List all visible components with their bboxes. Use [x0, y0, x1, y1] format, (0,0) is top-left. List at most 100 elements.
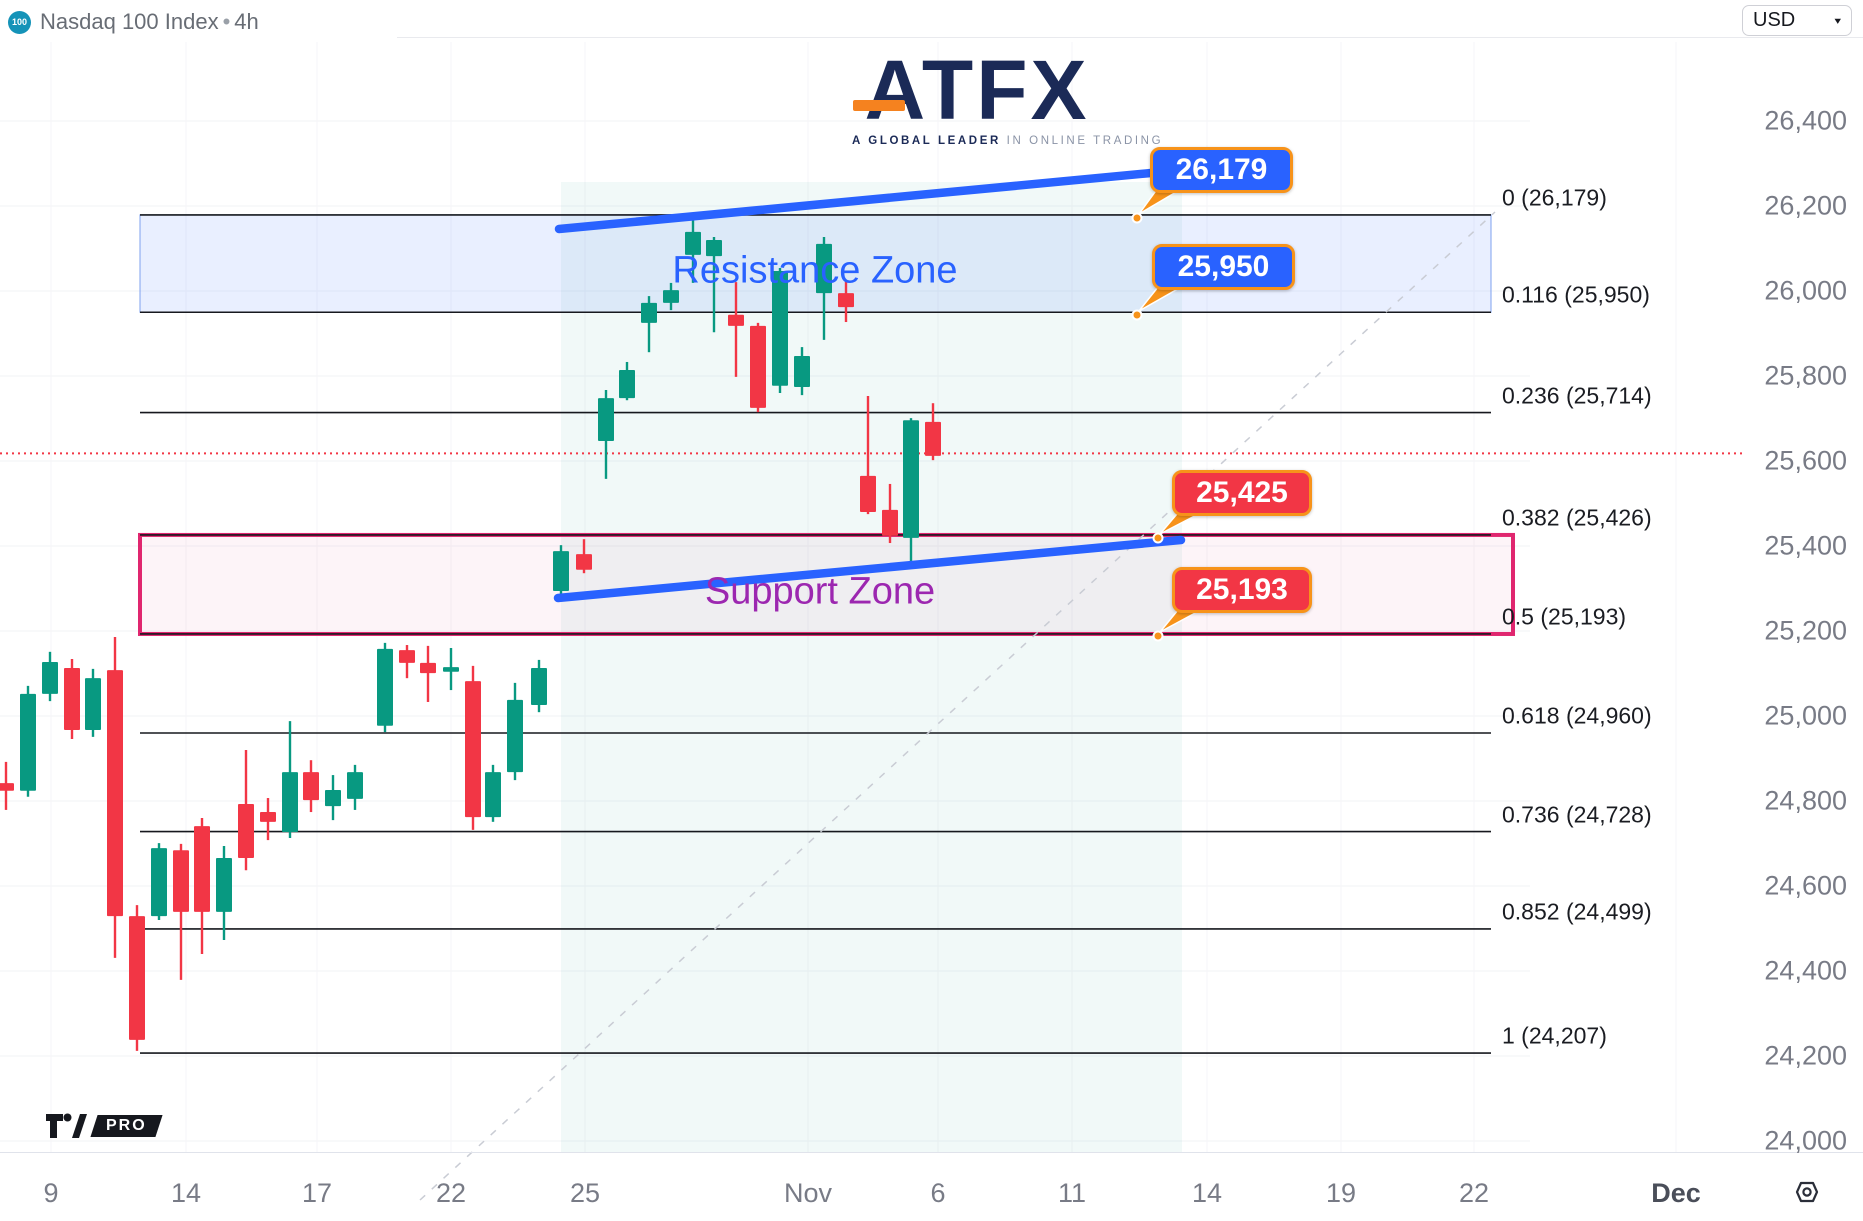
currency-select[interactable]: USD ▾ — [1742, 5, 1852, 36]
candle-body — [107, 670, 123, 917]
candle-body — [399, 650, 415, 663]
price-axis-label[interactable]: 25,200 — [1764, 615, 1847, 646]
candle-body — [377, 648, 393, 726]
atfx-orange-dash-icon — [853, 100, 905, 111]
candle-body — [860, 475, 876, 512]
price-axis-label[interactable]: 24,600 — [1764, 870, 1847, 901]
pro-badge: PRO — [90, 1115, 163, 1137]
candle-body — [42, 662, 58, 694]
time-axis-label[interactable]: 14 — [1191, 1178, 1223, 1208]
symbol-name: Nasdaq 100 Index — [40, 9, 219, 34]
candle-body — [794, 356, 810, 388]
price-axis-label[interactable]: 24,000 — [1764, 1125, 1847, 1156]
title-separator: • — [222, 9, 231, 34]
candle-body — [728, 314, 744, 326]
candle-body — [706, 240, 722, 257]
price-callout-25193[interactable]: 25,193 — [1172, 567, 1312, 613]
fib-label-0.736: 0.736 (24,728) — [1502, 801, 1652, 828]
time-axis-label[interactable]: 22 — [435, 1178, 467, 1208]
price-axis-label[interactable]: 25,400 — [1764, 530, 1847, 561]
price-axis-label[interactable]: 26,400 — [1764, 105, 1847, 136]
currency-value: USD — [1753, 9, 1796, 31]
price-axis-label[interactable]: 24,200 — [1764, 1040, 1847, 1071]
symbol-header[interactable]: 100 Nasdaq 100 Index • 4h — [8, 9, 259, 35]
candle-body — [772, 271, 788, 386]
candle-body — [303, 772, 319, 801]
fib-label-0.852: 0.852 (24,499) — [1502, 898, 1652, 925]
price-callout-25950[interactable]: 25,950 — [1152, 244, 1295, 290]
symbol-logo-icon: 100 — [8, 10, 31, 34]
callout-anchor-dot — [1131, 212, 1143, 224]
candle-body — [750, 325, 766, 408]
candle-body — [443, 667, 459, 672]
atfx-wordmark: ATFX — [864, 43, 1090, 137]
candle-body — [0, 783, 14, 791]
atfx-tagline: A GLOBAL LEADER IN ONLINE TRADING — [852, 135, 1161, 147]
time-axis-label[interactable]: 14 — [170, 1178, 202, 1208]
time-axis-label[interactable]: 17 — [301, 1178, 333, 1208]
candle-body — [282, 772, 298, 833]
price-axis-label[interactable]: 24,800 — [1764, 785, 1847, 816]
candle-body — [576, 554, 592, 570]
candle-body — [173, 850, 189, 912]
candle-body — [129, 916, 145, 1040]
price-axis-label[interactable]: 25,800 — [1764, 360, 1847, 391]
price-axis-label[interactable]: 26,000 — [1764, 275, 1847, 306]
support-zone-label: Support Zone — [704, 570, 936, 613]
interval-label: 4h — [234, 9, 259, 34]
candle-body — [420, 662, 436, 674]
fib-label-0.5: 0.5 (25,193) — [1502, 603, 1627, 630]
time-axis-divider — [0, 1152, 1863, 1153]
symbol-title[interactable]: Nasdaq 100 Index • 4h — [40, 9, 259, 35]
price-axis-label[interactable]: 25,600 — [1764, 445, 1847, 476]
candle-body — [685, 231, 701, 255]
candle-body — [925, 421, 941, 456]
candle-body — [838, 293, 854, 308]
time-axis-label[interactable]: 22 — [1458, 1178, 1490, 1208]
derived-data-eye-icon[interactable] — [1792, 1177, 1822, 1212]
candle-body — [194, 826, 210, 912]
top-divider — [397, 37, 1863, 38]
candle-body — [216, 857, 232, 912]
candle-body — [641, 302, 657, 323]
tradingview-watermark[interactable]: PRO — [45, 1113, 163, 1139]
dashed-diagonal-trendline[interactable] — [419, 211, 1496, 1201]
fib-label-0.618: 0.618 (24,960) — [1502, 702, 1652, 729]
candle-body — [347, 772, 363, 799]
candle-body — [485, 772, 501, 818]
trendline-support[interactable] — [553, 535, 1186, 603]
atfx-logo: ATFX A GLOBAL LEADER IN ONLINE TRADING — [852, 43, 1161, 147]
fib-label-0: 0 (26,179) — [1502, 184, 1607, 211]
price-axis-label[interactable]: 24,400 — [1764, 955, 1847, 986]
time-axis-label[interactable]: 25 — [569, 1178, 601, 1208]
fib-label-0.116: 0.116 (25,950) — [1502, 281, 1650, 308]
callout-anchor-dot — [1152, 532, 1164, 544]
atfx-tagline-bold: A GLOBAL LEADER — [852, 135, 1001, 147]
price-callout-26179[interactable]: 26,179 — [1150, 147, 1293, 193]
session-highlight-band — [561, 182, 1182, 1152]
candle-body — [325, 789, 341, 807]
time-axis-label[interactable]: Dec — [1651, 1178, 1701, 1208]
time-axis-label[interactable]: 19 — [1325, 1178, 1357, 1208]
time-axis-label[interactable]: Nov — [783, 1178, 833, 1208]
candle-body — [64, 667, 80, 731]
time-axis-label[interactable]: 11 — [1057, 1178, 1087, 1208]
candle-body — [465, 681, 481, 818]
candle-body — [553, 551, 569, 592]
candle-body — [20, 693, 36, 791]
candle-body — [238, 803, 254, 858]
price-callout-25425[interactable]: 25,425 — [1172, 470, 1312, 516]
price-axis-label[interactable]: 26,200 — [1764, 190, 1847, 221]
callout-anchor-dot — [1152, 630, 1164, 642]
time-axis-label[interactable]: 9 — [43, 1178, 59, 1208]
trendline-resistance[interactable] — [554, 168, 1156, 234]
candle-body — [507, 699, 523, 773]
candle-body — [85, 678, 101, 731]
resistance-zone-label: Resistance Zone — [672, 249, 958, 292]
price-axis-label[interactable]: 25,000 — [1764, 700, 1847, 731]
time-axis-label[interactable]: 6 — [930, 1178, 946, 1208]
fib-label-0.382: 0.382 (25,426) — [1502, 504, 1652, 531]
callout-anchor-dot — [1131, 309, 1143, 321]
candle-body — [882, 509, 898, 536]
